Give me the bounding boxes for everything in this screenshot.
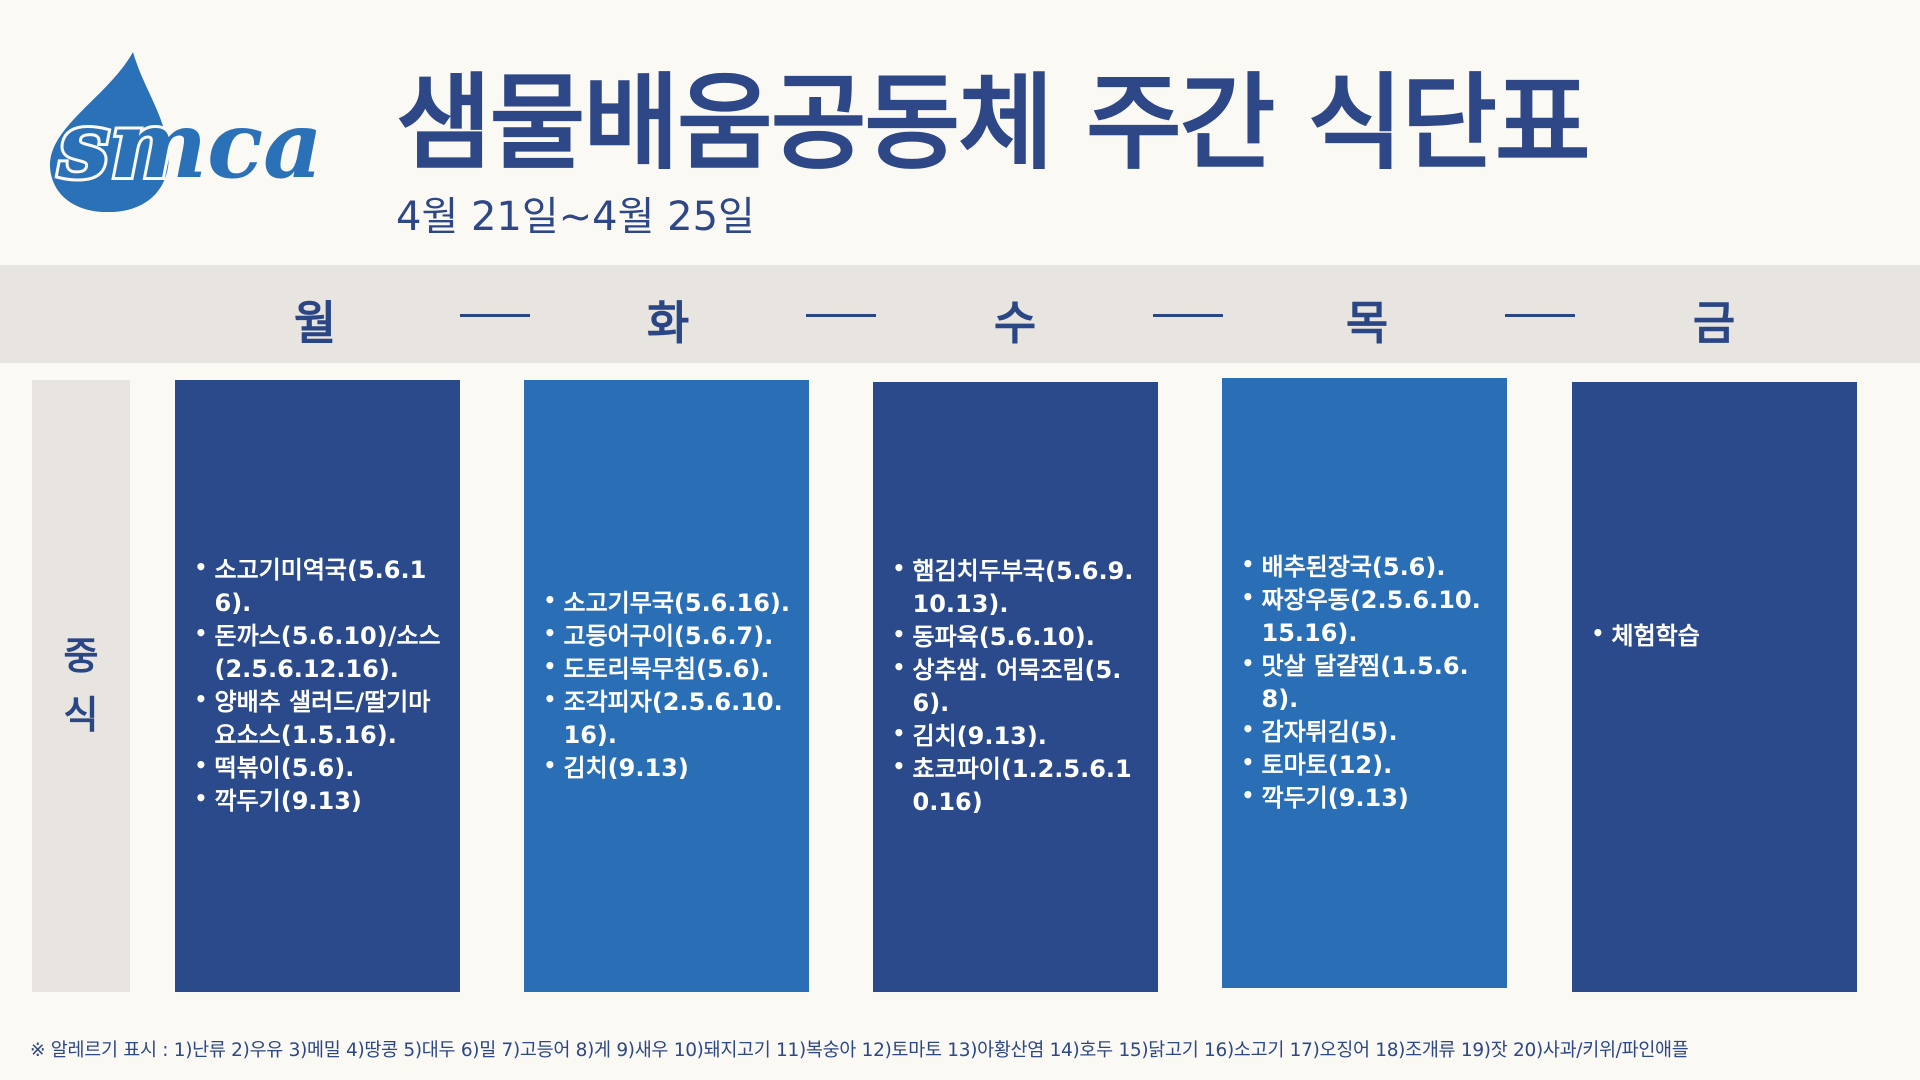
day-label-thu: 목: [1345, 296, 1389, 350]
menu-box-tue: 소고기무국(5.6.16). 고등어구이(5.6.7). 도토리묵무침(5.6)…: [524, 380, 809, 992]
meal-label-box: 중식: [32, 380, 130, 992]
menu-item: 소고기미역국(5.6.16).: [193, 554, 443, 620]
day-separator: [806, 314, 876, 317]
menu-item: 쵸코파이(1.2.5.6.10.16): [891, 753, 1141, 819]
menu-list: 체험학습: [1590, 620, 1840, 653]
menu-box-mon: 소고기미역국(5.6.16). 돈까스(5.6.10)/소스(2.5.6.12.…: [175, 380, 460, 992]
menu-item: 토마토(12).: [1240, 749, 1490, 782]
menu-item: 김치(9.13).: [891, 720, 1141, 753]
menu-item: 조각피자(2.5.6.10.16).: [542, 686, 792, 752]
day-label-mon: 월: [293, 296, 337, 350]
day-separator: [1505, 314, 1575, 317]
menu-item: 깍두기(9.13): [193, 785, 443, 818]
logo-text: smca: [57, 91, 323, 199]
menu-item: 배추된장국(5.6).: [1240, 551, 1490, 584]
menu-item: 고등어구이(5.6.7).: [542, 620, 792, 653]
menu-item: 양배추 샐러드/딸기마요소스(1.5.16).: [193, 686, 443, 752]
menu-item: 김치(9.13): [542, 752, 792, 785]
smca-logo: smca: [49, 52, 326, 212]
date-range: 4월 21일~4월 25일: [396, 194, 755, 240]
menu-list: 햄김치두부국(5.6.9.10.13). 동파육(5.6.10). 상추쌈. 어…: [891, 555, 1141, 820]
menu-item: 짜장우동(2.5.6.10.15.16).: [1240, 584, 1490, 650]
menu-box-thu: 배추된장국(5.6). 짜장우동(2.5.6.10.15.16). 맛살 달걀찜…: [1222, 378, 1507, 988]
menu-item: 떡볶이(5.6).: [193, 752, 443, 785]
day-label-wed: 수: [993, 296, 1037, 350]
menu-item: 소고기무국(5.6.16).: [542, 587, 792, 620]
menu-box-fri: 체험학습: [1572, 382, 1857, 992]
menu-item: 감자튀김(5).: [1240, 716, 1490, 749]
day-separator: [1153, 314, 1223, 317]
menu-item: 햄김치두부국(5.6.9.10.13).: [891, 555, 1141, 621]
page-title: 샘물배움공동체 주간 식단표: [396, 62, 1591, 184]
menu-item: 도토리묵무침(5.6).: [542, 653, 792, 686]
menu-item: 체험학습: [1590, 620, 1840, 653]
meal-label: 중식: [63, 634, 99, 737]
allergy-footnote: ※ 알레르기 표시 : 1)난류 2)우유 3)메밀 4)땅콩 5)대두 6)밀…: [30, 1040, 1689, 1061]
menu-item: 상추쌈. 어묵조림(5.6).: [891, 654, 1141, 720]
menu-item: 깍두기(9.13): [1240, 782, 1490, 815]
menu-item: 돈까스(5.6.10)/소스(2.5.6.12.16).: [193, 620, 443, 686]
menu-list: 소고기무국(5.6.16). 고등어구이(5.6.7). 도토리묵무침(5.6)…: [542, 587, 792, 786]
menu-item: 동파육(5.6.10).: [891, 621, 1141, 654]
day-label-tue: 화: [646, 296, 690, 350]
day-label-fri: 금: [1692, 296, 1736, 350]
day-separator: [460, 314, 530, 317]
menu-list: 배추된장국(5.6). 짜장우동(2.5.6.10.15.16). 맛살 달걀찜…: [1240, 551, 1490, 816]
day-header-bar: 월 화 수 목 금: [0, 265, 1920, 363]
water-drop-icon: [49, 52, 169, 212]
menu-list: 소고기미역국(5.6.16). 돈까스(5.6.10)/소스(2.5.6.12.…: [193, 554, 443, 819]
menu-box-wed: 햄김치두부국(5.6.9.10.13). 동파육(5.6.10). 상추쌈. 어…: [873, 382, 1158, 992]
menu-item: 맛살 달걀찜(1.5.6.8).: [1240, 650, 1490, 716]
